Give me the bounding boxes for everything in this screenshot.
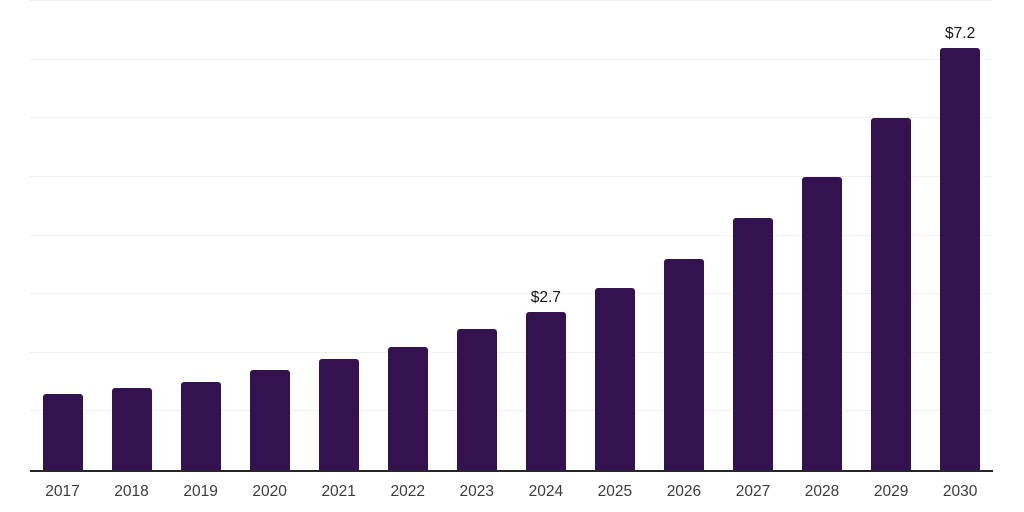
bar-2018	[111, 387, 152, 470]
gridline	[30, 293, 993, 295]
gridline	[30, 410, 993, 412]
gridline	[30, 0, 993, 1]
bar-2017	[42, 393, 83, 470]
x-tick-label-2029: 2029	[873, 483, 909, 500]
bar-2025	[594, 288, 635, 470]
bar-value-label-2024: $2.7	[530, 288, 561, 306]
gridline	[30, 58, 993, 60]
gridline	[30, 117, 993, 119]
x-tick-label-2018: 2018	[114, 483, 149, 500]
x-tick-label-2024: 2024	[528, 483, 564, 500]
x-tick-label-2027: 2027	[735, 483, 771, 500]
x-tick-label-2022: 2022	[390, 483, 425, 500]
bar-2030	[940, 47, 981, 470]
x-tick-label-2028: 2028	[804, 483, 840, 500]
bar-2026	[663, 258, 704, 470]
plot-area: $2.7 $7.2	[30, 0, 993, 472]
x-tick-label-2021: 2021	[321, 483, 356, 500]
x-axis-line	[30, 470, 993, 472]
bar-2028	[802, 176, 843, 470]
x-tick-label-2023: 2023	[459, 483, 495, 500]
bar-2019	[180, 382, 221, 470]
bar-2022	[387, 346, 428, 470]
bar-2020	[249, 370, 290, 470]
gridline	[30, 234, 993, 236]
bar-value-label-2030: $7.2	[945, 24, 976, 42]
gridline	[30, 175, 993, 177]
bar-2027	[733, 217, 773, 470]
bar-2024	[525, 311, 566, 470]
x-tick-label-2026: 2026	[666, 483, 702, 500]
x-tick-label-2025: 2025	[597, 483, 633, 500]
x-tick-label-2017: 2017	[45, 483, 80, 500]
bar-2021	[318, 358, 359, 470]
gridline	[30, 351, 993, 353]
bar-2023	[456, 329, 497, 470]
bar-2029	[871, 118, 912, 470]
x-tick-label-2030: 2030	[942, 483, 978, 500]
x-tick-label-2020: 2020	[252, 483, 287, 500]
x-tick-label-2019: 2019	[183, 483, 218, 500]
